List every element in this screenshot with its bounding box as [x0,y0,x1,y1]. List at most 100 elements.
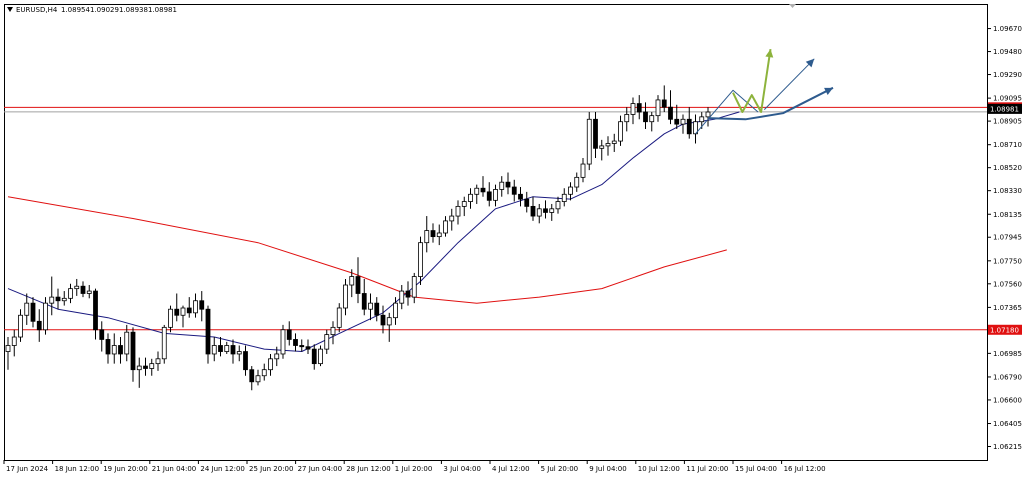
candle-body-bullish [411,276,417,298]
candle [118,337,123,364]
time-tick-label: 28 Jun 12:00 [346,465,390,473]
horizontal-levels [4,106,987,331]
candle-body-bearish [55,296,61,302]
candle [5,337,11,370]
candle-body-bullish [705,111,711,118]
candle-body-bullish [399,290,405,304]
candle [661,85,667,113]
bid-price-tag-label: 1.08981 [990,105,1019,113]
candle [518,187,523,207]
candle-body-bearish [143,365,148,369]
price-tick-label: 1.09290 [993,71,1022,79]
candle-body-bullish [180,307,186,316]
time-tick-label: 25 Jun 20:00 [249,465,293,473]
candle [249,366,255,391]
candle-body-bullish [561,193,567,202]
candle [505,172,511,195]
candle [49,276,55,316]
candle-body-bearish [524,198,530,207]
candle-body-bullish [443,220,448,234]
candle [424,216,430,253]
candle-body-bullish [455,205,461,217]
candle-body-bullish [580,163,586,178]
candle-body-bearish [530,205,536,217]
candle-body-bullish [236,351,242,355]
candle-body-bullish [86,290,92,294]
main-arrow-end-icon [824,87,833,96]
symbol-dropdown-icon[interactable] [7,7,13,12]
price-axis: 1.09670 1.09480 1.09290 1.09095 1.08905 1.087… [987,25,1022,451]
header-low: 1.08938 [119,6,148,14]
candle [299,339,305,352]
candle [555,196,561,214]
candle-body-bullish [574,176,580,188]
candle-body-bullish [618,121,623,142]
time-tick-label: 3 Jul 04:00 [443,465,481,473]
candle [499,176,505,197]
candle-body-bullish [611,140,617,144]
candle [205,305,211,364]
candle-body-bullish [649,115,655,123]
price-tick-label: 1.06215 [993,443,1022,451]
candle [161,324,167,364]
price-tick-label: 1.08330 [993,187,1022,195]
candle [405,281,411,306]
candle [430,223,436,243]
candle [324,329,330,354]
candle-body-bullish [568,186,573,195]
price-tick-label: 1.08135 [993,211,1022,219]
candle [80,281,86,298]
candle [630,97,636,125]
bid-price-tag [988,103,1022,114]
candle-body-bullish [493,189,498,201]
candle [30,297,36,328]
candle-body-bullish [211,345,217,355]
candle-body-bullish [386,317,392,326]
candle-body-bearish [636,103,642,113]
candle-body-bearish [230,345,236,355]
candle [174,293,180,322]
candle [255,369,261,386]
chart-shift-marker-icon[interactable] [789,4,796,8]
forecast-main-path [707,86,834,121]
candle [399,285,405,310]
candle [655,95,661,122]
candle [486,182,492,207]
candle [530,196,536,221]
candle-body-bullish [680,118,686,125]
candle-body-bearish [518,193,523,200]
candle [680,114,686,134]
candle [536,203,542,224]
candle [468,188,473,209]
fast-ma-line [7,111,740,352]
candle [643,102,648,129]
candle-body-bullish [349,276,355,286]
candle [374,297,380,322]
candle-body-bullish [280,329,286,355]
candle [611,133,617,152]
candle-body-bullish [193,300,198,314]
candle-body-bullish [343,284,348,309]
candle-body-bullish [624,114,630,123]
candle-body-bearish [205,308,211,355]
candle [286,321,292,346]
time-axis: 17 Jun 2024 18 Jun 12:00 19 Jun 20:00 21 Ju… [3,460,826,473]
forecast-green-zigzag [732,48,772,113]
time-tick-label: 24 Jun 12:00 [200,465,244,473]
candle-body-bullish [418,242,423,277]
candle-body-bullish [468,193,473,202]
candle [274,346,280,367]
price-tick-label: 1.07365 [993,304,1022,312]
candle [280,324,286,359]
candle-body-bullish [274,353,280,360]
candle-body-bullish [43,302,48,331]
candle-body-bearish [99,329,105,340]
candle [293,333,298,352]
candle [593,112,598,158]
candle [599,139,605,161]
candle [261,363,267,381]
candle-body-bearish [130,331,136,371]
candle-body-bearish [299,345,305,348]
